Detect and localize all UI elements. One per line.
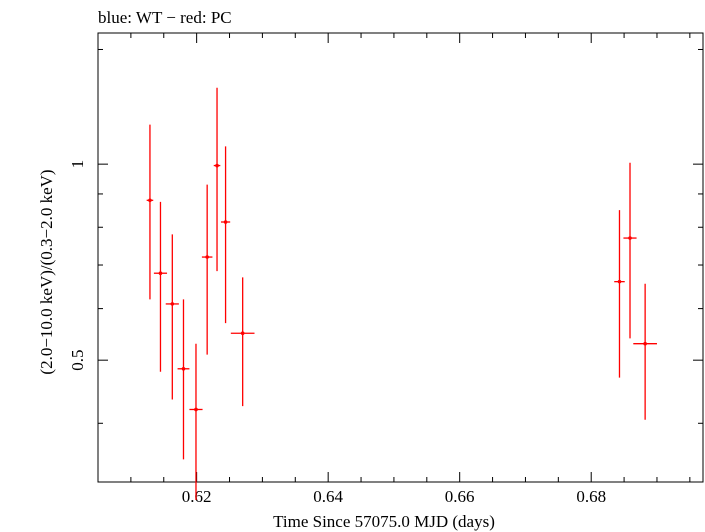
- y-tick-label: 1: [68, 160, 87, 169]
- plot-frame: [97, 32, 704, 483]
- data-point: [213, 87, 221, 272]
- y-tick-label: 0.5: [68, 350, 87, 371]
- data-point: [146, 124, 154, 300]
- point-marker: [628, 236, 632, 240]
- data-point: [153, 201, 168, 372]
- x-tick-label: 0.64: [313, 487, 343, 506]
- data-points: [146, 87, 657, 500]
- axis-ticks: 0.62 0.64 0.66 0.68 0.5 1: [68, 33, 703, 506]
- point-marker: [205, 255, 209, 259]
- x-axis-label: Time Since 57075.0 MJD (days): [273, 512, 495, 531]
- chart-title: blue: WT − red: PC: [98, 8, 232, 27]
- point-marker: [194, 407, 198, 412]
- data-point: [201, 184, 213, 355]
- point-marker: [158, 271, 163, 276]
- data-point: [177, 299, 190, 460]
- point-marker: [240, 331, 245, 336]
- point-marker: [617, 279, 622, 284]
- data-point: [189, 343, 203, 500]
- point-marker: [643, 341, 647, 346]
- x-tick-label: 0.66: [445, 487, 475, 506]
- point-marker: [223, 220, 228, 224]
- data-point: [614, 210, 625, 378]
- point-marker: [215, 163, 219, 168]
- y-axis-label: (2.0−10.0 keV)/(0.3−2.0 keV): [37, 169, 56, 374]
- data-point: [165, 234, 179, 400]
- data-point: [230, 277, 255, 407]
- point-marker: [170, 302, 175, 306]
- point-marker: [181, 366, 186, 371]
- point-marker: [148, 198, 152, 203]
- x-tick-label: 0.68: [576, 487, 606, 506]
- x-tick-label: 0.62: [182, 487, 212, 506]
- data-point: [220, 146, 231, 324]
- data-point: [623, 162, 637, 339]
- data-point: [633, 283, 657, 420]
